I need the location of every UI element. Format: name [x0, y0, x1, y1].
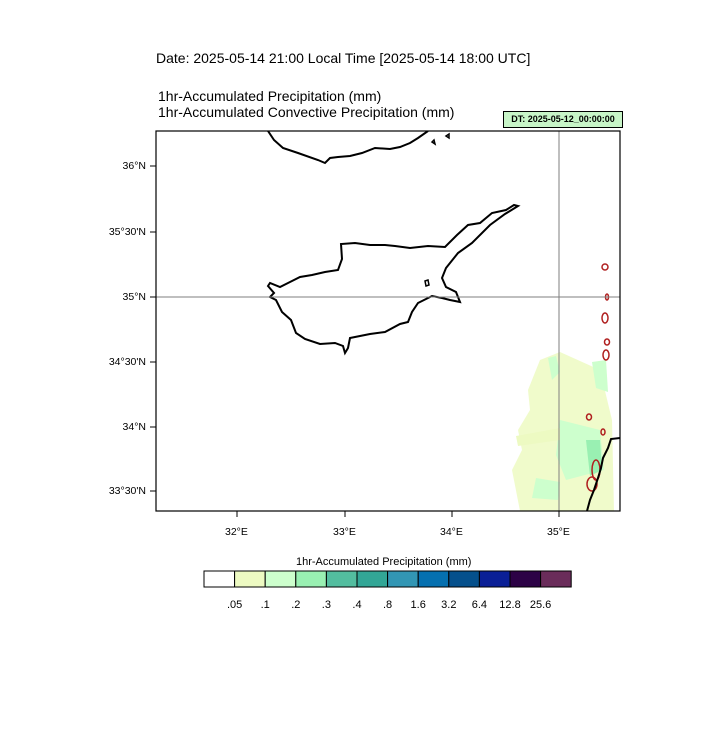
colorbar-label: .3 [321, 599, 331, 611]
lat-label: 36°N [122, 160, 146, 172]
colorbar-label: 6.4 [471, 599, 488, 611]
precip-title: 1hr-Accumulated Precipitation (mm) [158, 88, 382, 104]
convective-precip-title: 1hr-Accumulated Convective Precipitation… [158, 104, 455, 120]
precip-area-green [548, 356, 560, 380]
precip-shading [512, 352, 614, 511]
colorbar-title: 1hr-Accumulated Precipitation (mm) [296, 556, 472, 568]
dt-badge: DT: 2025-05-12_00:00:00 [503, 111, 623, 128]
lon-label: 33°E [333, 526, 356, 538]
colorbar-label: .1 [260, 599, 270, 611]
turkey-coastline [267, 131, 429, 165]
turkey-islet [430, 138, 437, 146]
colorbar-label: .4 [352, 599, 362, 611]
lat-label: 34°N [122, 421, 146, 433]
lat-label: 34°30'N [108, 356, 146, 368]
levant-coastline [586, 437, 620, 511]
convective-cell [602, 349, 610, 361]
convective-cell [601, 263, 609, 271]
turkey-islet [444, 132, 450, 140]
precip-area-green [532, 478, 560, 500]
colorbar-swatch [325, 570, 358, 588]
colorbar-swatch [478, 570, 511, 588]
colorbar [203, 570, 572, 588]
map-frame [155, 130, 621, 512]
axis-ticks [150, 165, 560, 517]
colorbar-swatch [540, 570, 572, 588]
colorbar-swatch [234, 570, 266, 588]
lat-label: 35°N [122, 291, 146, 303]
colorbar-swatch [509, 570, 542, 588]
precip-area-green [592, 360, 608, 392]
colorbar-label: 1.6 [410, 599, 426, 611]
cyprus-islet [424, 279, 430, 287]
colorbar-swatch [264, 570, 297, 588]
colorbar-swatch [417, 570, 450, 588]
colorbar-label: 12.8 [499, 599, 521, 611]
colorbar-label: 25.6 [529, 599, 552, 611]
map-content [156, 131, 620, 511]
convective-cell [601, 312, 609, 324]
colorbar-label: .2 [291, 599, 301, 611]
lon-label: 35°E [547, 526, 570, 538]
colorbar-label: .05 [226, 599, 243, 611]
colorbar-label: 3.2 [441, 599, 457, 611]
colorbar-swatch [448, 570, 480, 588]
colorbar-swatch [295, 570, 327, 588]
convective-cell [585, 413, 593, 421]
precip-area-light [516, 428, 560, 446]
precip-area-green [586, 440, 602, 476]
lat-label: 35°30'N [108, 226, 146, 238]
convective-cell [600, 428, 606, 436]
colorbar-swatch [203, 570, 236, 588]
date-line: Date: 2025-05-14 21:00 Local Time [2025-… [156, 50, 531, 66]
colorbar-label: .8 [383, 599, 393, 611]
colorbar-swatch [356, 570, 389, 588]
lon-label: 34°E [440, 526, 463, 538]
convective-cell [603, 338, 611, 346]
lat-label: 33°30'N [108, 485, 146, 497]
cyprus-coastline [266, 203, 521, 356]
lon-label: 32°E [225, 526, 248, 538]
colorbar-swatch [387, 570, 419, 588]
